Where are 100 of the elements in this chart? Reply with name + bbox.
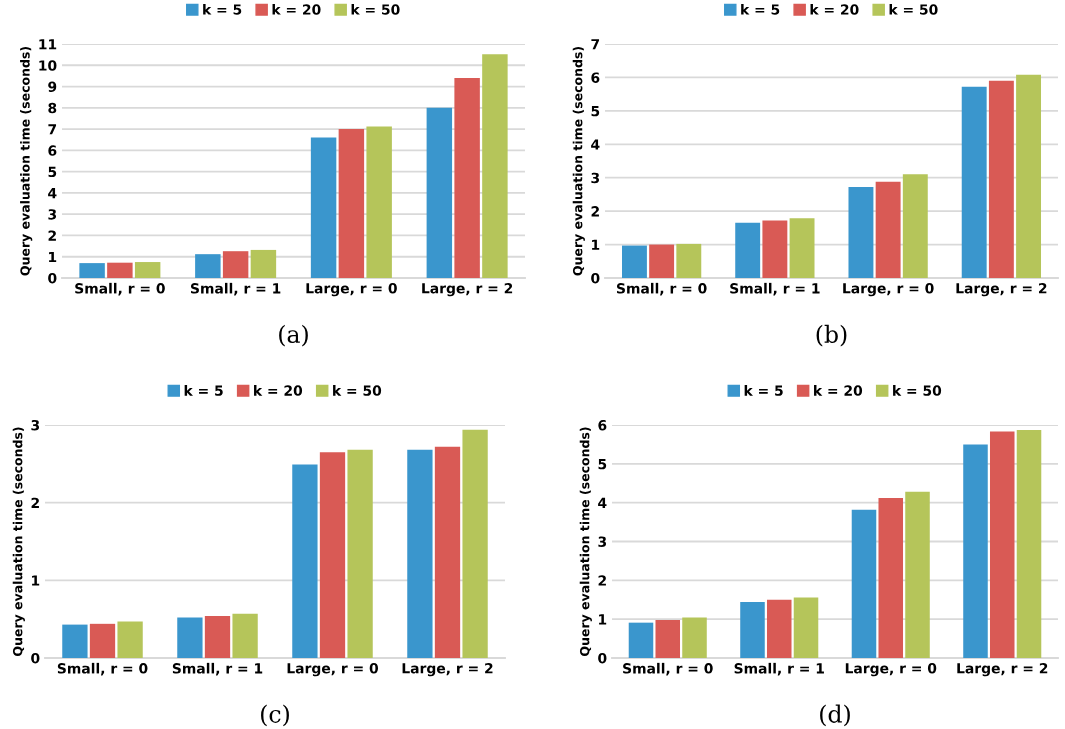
y-tick-label: 3: [31, 419, 40, 431]
text: (b): [816, 324, 847, 347]
legend-label: k = 50: [889, 4, 938, 15]
bar: [902, 174, 928, 278]
y-tick-label: 7: [48, 124, 57, 135]
bar: [905, 491, 930, 658]
bar: [848, 187, 874, 278]
bar: [177, 617, 203, 658]
legend-label: k = 20: [254, 385, 303, 396]
y-tick-label: 4: [598, 497, 607, 508]
x-tick-label: Small, r = 1: [730, 282, 820, 296]
y-tick-label: 2: [591, 206, 599, 217]
legend-label: k = 20: [814, 385, 863, 396]
bar: [426, 107, 453, 278]
bar: [134, 262, 161, 278]
bar: [232, 613, 258, 658]
y-tick-label: 2: [48, 230, 56, 241]
x-tick-label: Small, r = 0: [75, 282, 165, 296]
text: (c): [261, 704, 289, 727]
legend-label: k = 50: [351, 4, 400, 15]
x-tick-label: Large, r = 0: [287, 663, 379, 677]
bar: [292, 464, 318, 658]
y-tick-label: 9: [48, 81, 57, 93]
bar: [961, 86, 987, 278]
y-tick-label: 11: [39, 39, 57, 50]
bar: [766, 599, 792, 658]
x-tick-label: Large, r = 2: [422, 283, 513, 297]
bar: [649, 244, 675, 278]
y-tick-label: 7: [591, 39, 600, 50]
x-tick-label: Large, r = 0: [843, 283, 934, 297]
bar: [310, 137, 337, 278]
bar: [319, 452, 346, 658]
bar: [740, 602, 765, 658]
y-axis-title: Query evaluation time (seconds): [12, 427, 25, 656]
bar: [682, 617, 707, 658]
bar: [79, 263, 105, 278]
bar: [222, 251, 249, 278]
y-tick-label: 1: [592, 239, 600, 250]
y-tick-label: 4: [48, 188, 57, 199]
y-tick-label: 2: [31, 497, 39, 508]
bar: [878, 498, 904, 658]
bar: [195, 254, 221, 278]
x-tick-label: Small, r = 1: [734, 662, 824, 676]
y-tick-label: 0: [598, 652, 607, 664]
x-tick-label: Large, r = 2: [402, 663, 493, 677]
bar: [1016, 74, 1042, 278]
bar: [875, 181, 901, 278]
bar: [366, 126, 392, 278]
bar: [62, 624, 88, 658]
legend-label: k = 50: [333, 385, 382, 396]
bar: [988, 80, 1014, 278]
y-tick-label: 2: [598, 575, 606, 586]
y-tick-label: 6: [48, 145, 57, 156]
y-tick-label: 6: [591, 72, 600, 83]
bar: [789, 218, 815, 278]
y-tick-label: 1: [32, 575, 40, 586]
bar: [347, 449, 373, 658]
bar: [989, 431, 1015, 658]
bar: [250, 249, 277, 278]
y-tick-label: 10: [39, 60, 57, 71]
y-tick-label: 5: [591, 106, 600, 117]
legend-label: k = 5: [741, 4, 780, 15]
bar: [407, 449, 433, 658]
y-tick-label: 3: [48, 209, 57, 220]
x-tick-label: Large, r = 2: [957, 663, 1048, 677]
bar: [462, 429, 488, 658]
bar: [107, 262, 133, 278]
y-tick-label: 5: [598, 458, 607, 470]
bar: [851, 509, 877, 658]
y-tick-label: 0: [591, 272, 600, 284]
bar: [482, 54, 508, 278]
bar: [621, 245, 647, 278]
legend-label: k = 5: [203, 4, 242, 15]
x-tick-label: Small, r = 1: [190, 282, 281, 296]
y-axis-title: Query evaluation time (seconds): [579, 427, 592, 656]
bar: [762, 220, 788, 278]
bar: [338, 129, 365, 278]
y-tick-label: 8: [48, 102, 57, 114]
y-tick-label: 5: [48, 166, 57, 178]
x-tick-label: Small, r = 1: [172, 662, 263, 676]
y-tick-label: 0: [31, 652, 40, 664]
legend-label: k = 5: [184, 385, 223, 396]
y-tick-label: 0: [48, 272, 57, 284]
bar: [434, 446, 461, 658]
bar: [117, 621, 143, 658]
bar: [963, 444, 988, 658]
bar: [628, 622, 654, 658]
y-tick-label: 3: [598, 536, 607, 547]
x-tick-label: Small, r = 0: [623, 662, 713, 676]
y-axis-title: Query evaluation time (seconds): [20, 46, 33, 276]
y-tick-label: 1: [49, 251, 57, 262]
text: (d): [820, 704, 850, 727]
bar: [676, 243, 702, 278]
text: (a): [279, 324, 308, 347]
x-tick-label: Large, r = 2: [956, 283, 1047, 297]
x-tick-label: Small, r = 0: [616, 282, 707, 296]
bar: [735, 222, 761, 278]
x-tick-label: Large, r = 0: [306, 283, 397, 297]
bar: [89, 623, 116, 658]
x-tick-label: Small, r = 0: [57, 662, 148, 676]
